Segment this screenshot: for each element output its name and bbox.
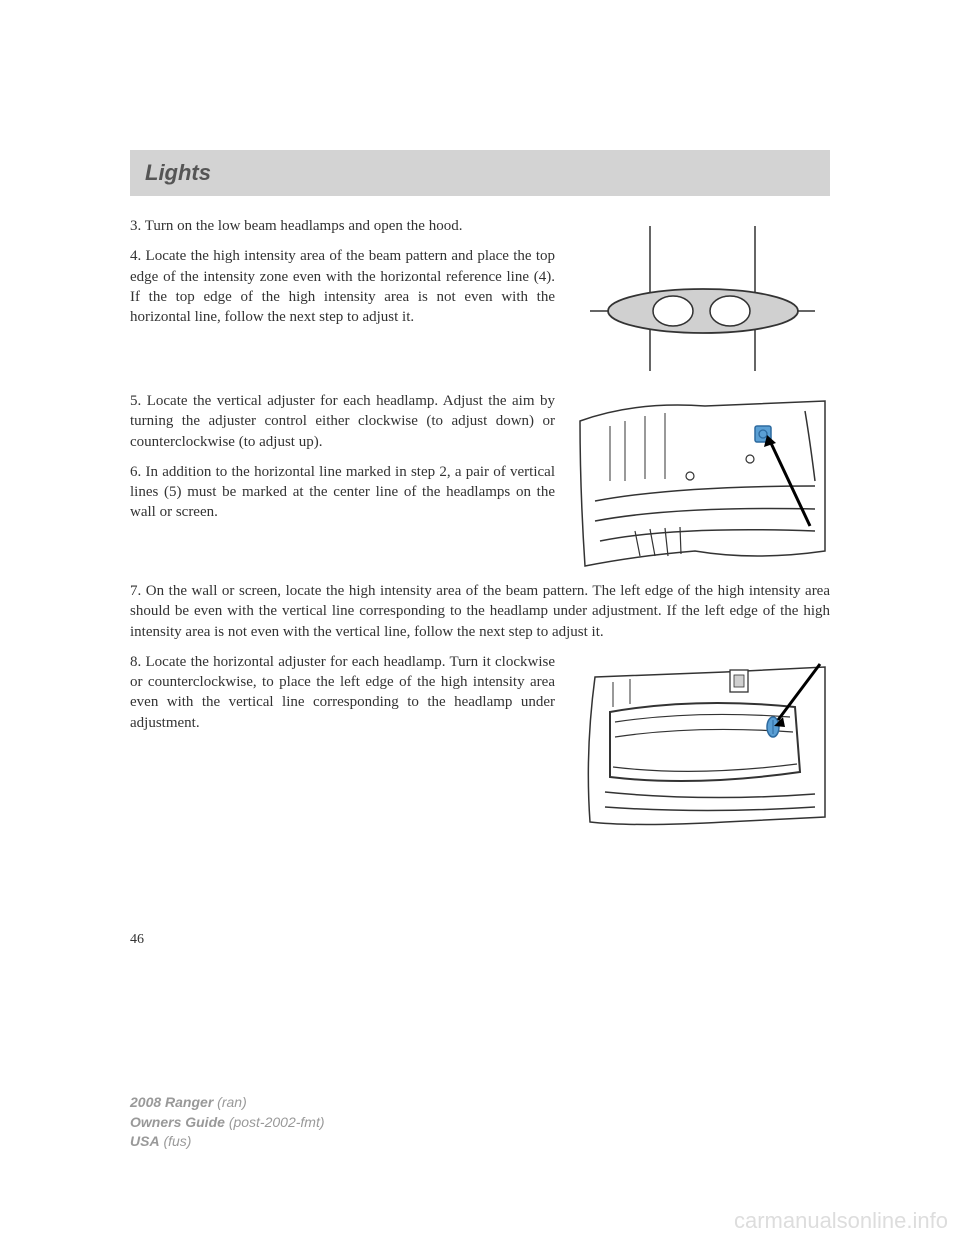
figure-vertical-adjuster [575,391,830,571]
footer-guide: Owners Guide [130,1114,225,1130]
para-7: 7. On the wall or screen, locate the hig… [130,581,830,642]
footer-model: 2008 Ranger [130,1094,213,1110]
page-container: Lights 3. Turn on the low beam headlamps… [0,0,960,948]
figure-horizontal-adjuster [575,652,830,832]
footer-line-3: USA (fus) [130,1132,325,1152]
para-4: 4. Locate the high intensity area of the… [130,246,555,327]
text-col-2: 5. Locate the vertical adjuster for each… [130,391,555,533]
para-8: 8. Locate the horizontal adjuster for ea… [130,652,555,733]
watermark: carmanualsonline.info [734,1208,948,1234]
para-5: 5. Locate the vertical adjuster for each… [130,391,555,452]
row-step-8: 8. Locate the horizontal adjuster for ea… [130,652,830,832]
section-header: Lights [130,150,830,196]
page-number: 46 [130,932,830,948]
footer: 2008 Ranger (ran) Owners Guide (post-200… [130,1093,325,1152]
horizontal-adjuster-icon [575,652,830,832]
text-col-3: 8. Locate the horizontal adjuster for ea… [130,652,555,743]
para-6: 6. In addition to the horizontal line ma… [130,462,555,523]
footer-region: USA [130,1133,160,1149]
footer-code-1: (ran) [217,1094,247,1110]
footer-line-1: 2008 Ranger (ran) [130,1093,325,1113]
footer-line-2: Owners Guide (post-2002-fmt) [130,1113,325,1133]
section-title: Lights [145,160,211,185]
footer-code-2: (post-2002-fmt) [229,1114,325,1130]
row-steps-3-4: 3. Turn on the low beam headlamps and op… [130,216,830,381]
vertical-adjuster-icon [575,391,830,571]
figure-beam-pattern [575,216,830,381]
row-steps-5-6: 5. Locate the vertical adjuster for each… [130,391,830,571]
beam-pattern-icon [575,216,830,381]
footer-code-3: (fus) [163,1133,191,1149]
text-col-1: 3. Turn on the low beam headlamps and op… [130,216,555,337]
para-3: 3. Turn on the low beam headlamps and op… [130,216,555,236]
